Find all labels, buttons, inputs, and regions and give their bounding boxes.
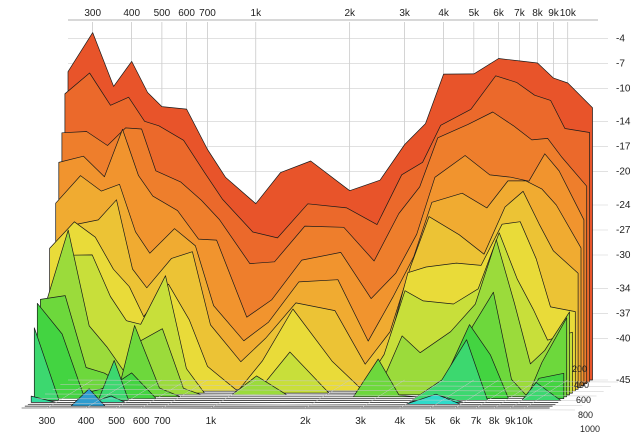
- depth-tick-label: 800: [578, 410, 593, 420]
- bottom-tick-label: 9k: [505, 416, 517, 427]
- top-tick-label: 4k: [438, 8, 450, 19]
- top-tick-label: 700: [199, 8, 216, 19]
- floor-line: [21, 407, 576, 411]
- floor-line: [52, 389, 604, 392]
- floor-line: [305, 379, 350, 409]
- depth-ticks: 200 400 600 800 1000: [572, 364, 600, 432]
- floor-line: [430, 379, 474, 409]
- depth-tick-label: 1000: [580, 424, 600, 432]
- floor-line: [44, 393, 597, 397]
- top-tick-label: 600: [178, 8, 195, 19]
- level-tick-label: -4: [616, 33, 625, 44]
- bottom-tick-label: 6k: [450, 416, 462, 427]
- top-tick-label: 9k: [548, 8, 560, 19]
- top-tick-label: 400: [123, 8, 140, 19]
- bottom-tick-label: 3k: [355, 416, 367, 427]
- bottom-tick-label: 4k: [394, 416, 406, 427]
- floor-line: [116, 379, 163, 409]
- top-tick-label: 5k: [469, 8, 481, 19]
- floor-line: [510, 379, 554, 409]
- floor-line: [85, 379, 132, 409]
- bottom-tick-label: 500: [108, 416, 125, 427]
- level-tick-label: -40: [616, 333, 631, 344]
- level-tick-label: -30: [616, 250, 631, 261]
- level-tick-label: -27: [616, 225, 631, 236]
- bottom-tick-label: 10k: [517, 416, 534, 427]
- floor-line: [454, 379, 499, 409]
- top-tick-label: 3k: [399, 8, 411, 19]
- level-tick-label: -45: [616, 375, 631, 386]
- bottom-frequency-ticks: 300 400 500 600 700 1k 2k 3k 4k 5k 6k 7k 8k 9k 10k: [38, 416, 533, 427]
- floor-line: [46, 379, 93, 409]
- bottom-tick-label: 1k: [206, 416, 218, 427]
- floor-line: [141, 379, 187, 409]
- floor-line: [162, 379, 208, 409]
- top-frequency-ticks: 300 400 500 600 700 1k 2k 3k 4k 5k 6k 7k 8k 9k 10k: [84, 8, 576, 19]
- bottom-tick-label: 400: [78, 416, 95, 427]
- depth-tick-label: 400: [574, 380, 589, 390]
- floor-line: [399, 379, 444, 409]
- bottom-tick-label: 2k: [300, 416, 312, 427]
- level-tick-label: -14: [616, 117, 631, 128]
- floor-line: [475, 379, 520, 409]
- floor-line: [524, 379, 568, 409]
- top-tick-label: 8k: [532, 8, 544, 19]
- floor-line: [494, 379, 538, 409]
- depth-tick-label: 600: [576, 395, 591, 405]
- waterfall-slices: [21, 32, 593, 409]
- bottom-tick-label: 300: [38, 416, 55, 427]
- floor-line: [67, 379, 619, 383]
- top-tick-label: 7k: [514, 8, 526, 19]
- level-tick-label: -37: [616, 308, 631, 319]
- level-tick-label: -17: [616, 142, 631, 153]
- floor-line: [29, 403, 583, 406]
- bottom-tick-label: 5k: [425, 416, 437, 427]
- floor-grid: [21, 379, 619, 411]
- top-tick-label: 6k: [493, 8, 505, 19]
- floor-line: [60, 384, 611, 387]
- bottom-tick-label: 7k: [471, 416, 483, 427]
- floor-line: [37, 398, 590, 401]
- bottom-tick-label: 600: [133, 416, 150, 427]
- level-tick-label: -20: [616, 167, 631, 178]
- level-tick-label: -7: [616, 58, 625, 69]
- level-tick-label: -34: [616, 283, 631, 294]
- bottom-tick-label: 8k: [489, 416, 501, 427]
- floor-line: [360, 379, 405, 409]
- top-tick-label: 500: [154, 8, 171, 19]
- top-tick-label: 300: [84, 8, 101, 19]
- bottom-tick-label: 700: [154, 416, 171, 427]
- top-tick-label: 2k: [344, 8, 356, 19]
- level-ticks: -4 -7 -10 -14 -17 -20 -24 -27 -30 -34 -37 -40 -45: [616, 33, 631, 386]
- depth-tick-label: 200: [572, 364, 587, 374]
- top-tick-label: 10k: [560, 8, 577, 19]
- level-tick-label: -10: [616, 83, 631, 94]
- floor-line: [210, 379, 256, 409]
- level-tick-label: -24: [616, 200, 631, 211]
- top-tick-label: 1k: [251, 8, 263, 19]
